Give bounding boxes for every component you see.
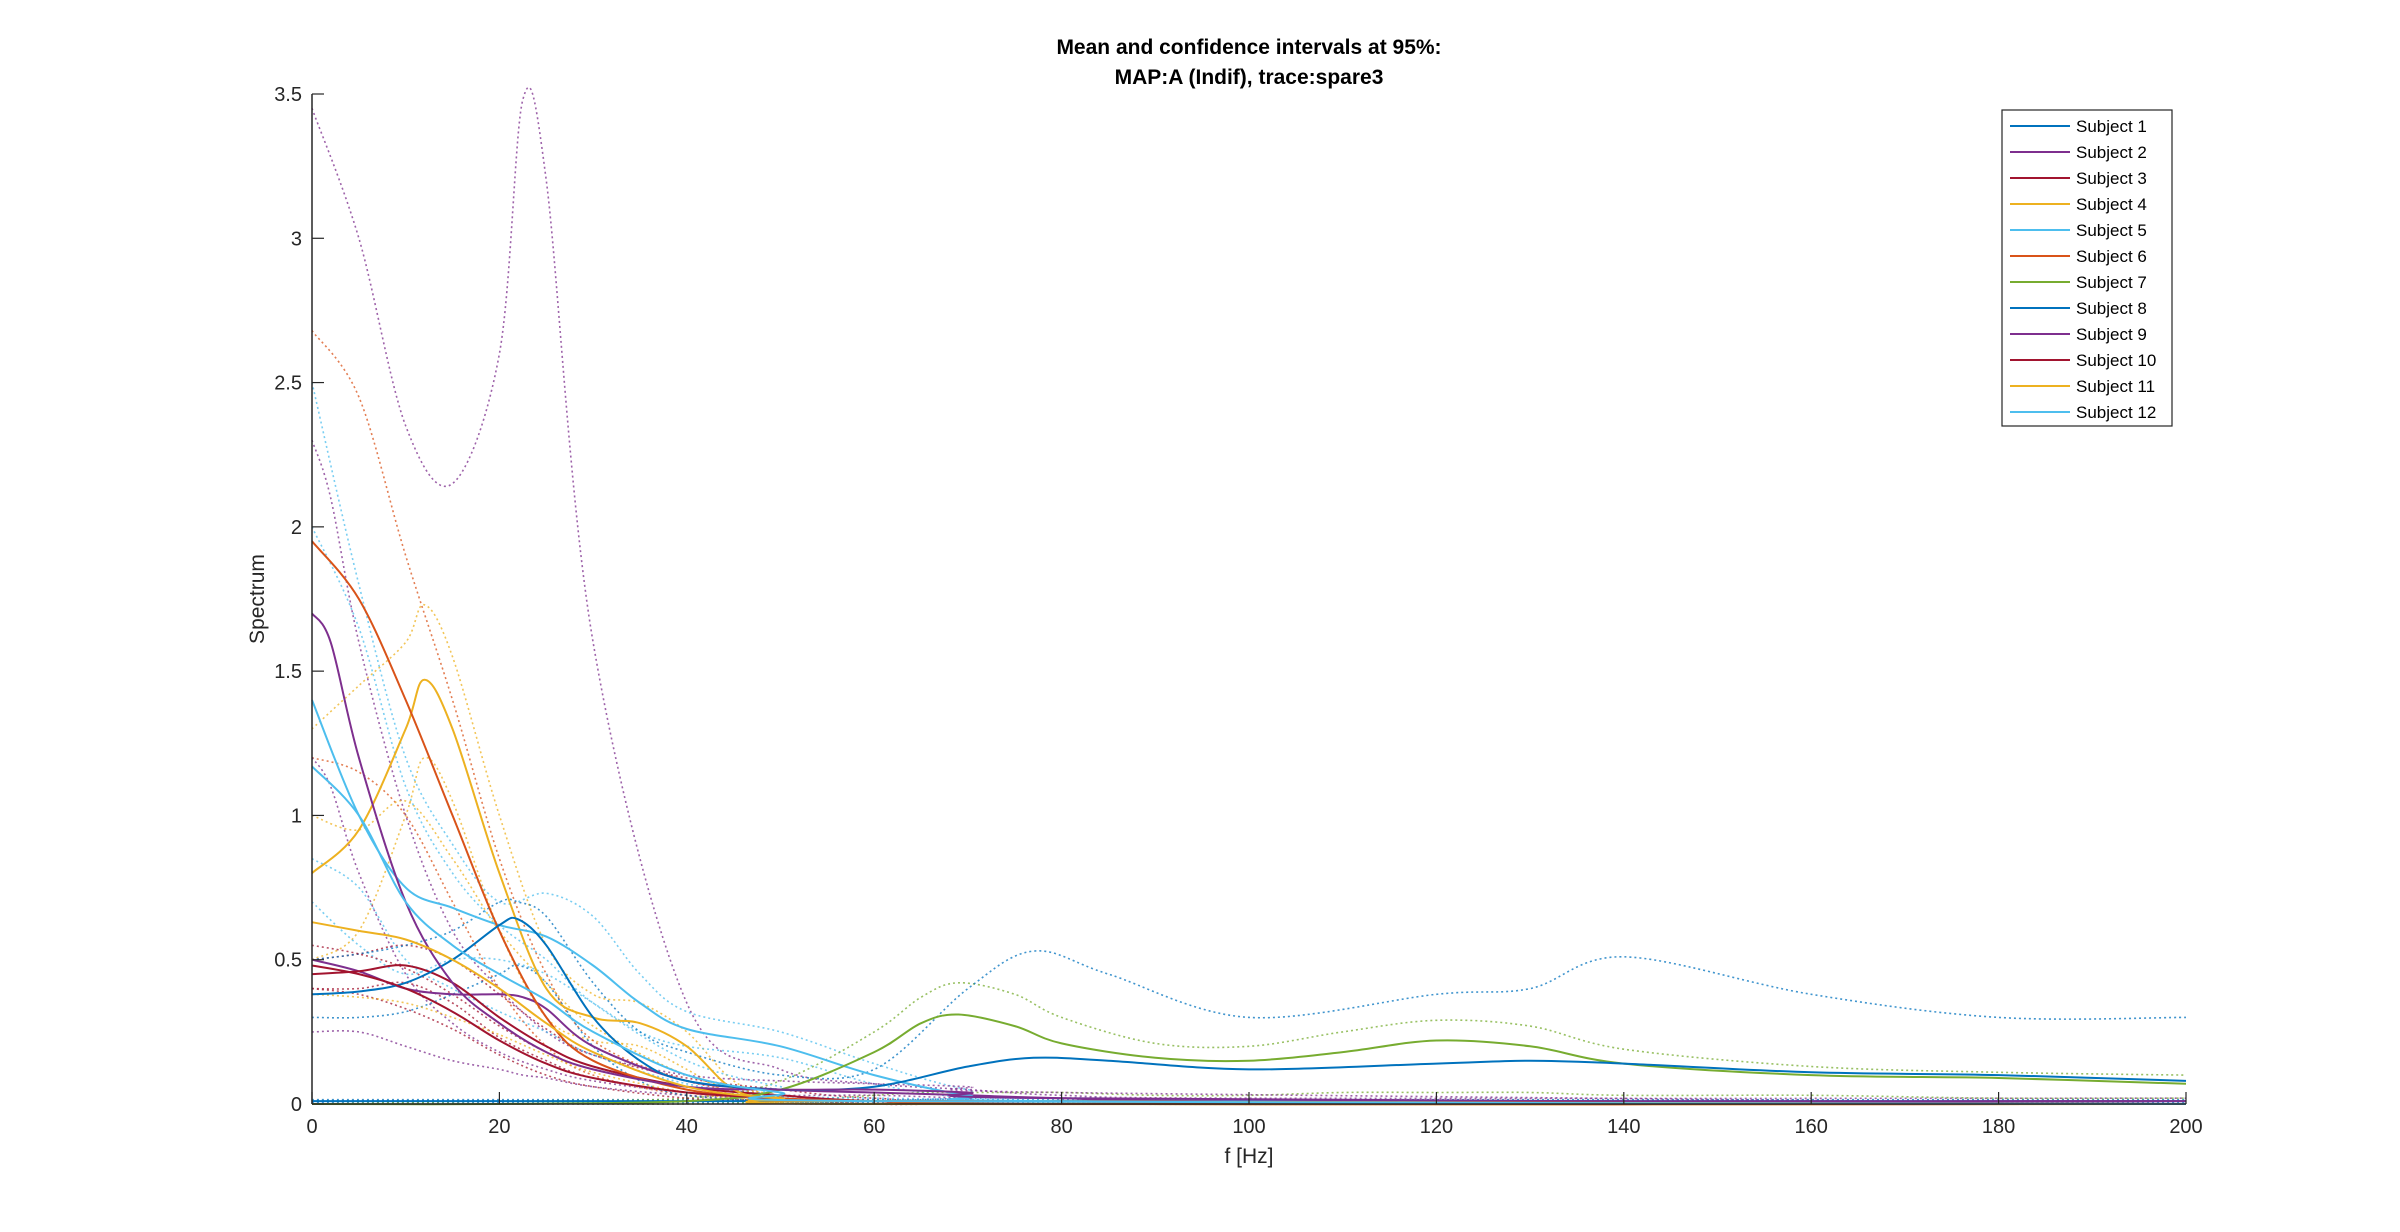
legend-item: Subject 4 — [2010, 195, 2147, 214]
legend-item: Subject 10 — [2010, 351, 2156, 370]
x-tick-label: 40 — [676, 1116, 698, 1138]
y-tick-label: 3.5 — [274, 84, 302, 106]
x-tick-label: 200 — [2169, 1116, 2202, 1138]
ci-lower-line-subject-12 — [311, 858, 2187, 1105]
mean-line-subject-7 — [311, 1013, 2187, 1106]
legend-item: Subject 12 — [2010, 403, 2156, 422]
y-tick-label: 2.5 — [274, 373, 302, 395]
legend-label: Subject 7 — [2076, 273, 2147, 292]
legend-label: Subject 9 — [2076, 325, 2147, 344]
y-tick-label: 0.5 — [274, 950, 302, 972]
legend: Subject 1 Subject 2 Subject 3 Subject 4 Subj… — [2001, 109, 2173, 427]
chart-title: Mean and confidence intervals at 95%: — [1056, 36, 1441, 59]
legend-label: Subject 12 — [2076, 403, 2156, 422]
x-tick-label: 20 — [488, 1116, 510, 1138]
legend-item: Subject 9 — [2010, 325, 2147, 344]
x-axis-label: f [Hz] — [1224, 1145, 1273, 1168]
legend-label: Subject 3 — [2076, 169, 2147, 188]
legend-item: Subject 11 — [2010, 377, 2155, 396]
x-tick-label: 100 — [1232, 1116, 1265, 1138]
mean-line-subject-12 — [311, 765, 2187, 1105]
legend-label: Subject 8 — [2076, 299, 2147, 318]
y-tick-label: 1.5 — [274, 661, 302, 683]
y-axis-label: Spectrum — [246, 554, 269, 644]
legend-label: Subject 4 — [2076, 195, 2147, 214]
y-ticks: 0 0.5 1 1.5 2 2.5 3 3.5 — [274, 84, 324, 1116]
legend-item: Subject 1 — [2010, 117, 2147, 136]
legend-label: Subject 2 — [2076, 143, 2147, 162]
ci-upper-line-subject-12 — [311, 526, 2187, 1105]
legend-item: Subject 6 — [2010, 247, 2147, 266]
x-tick-label: 140 — [1607, 1116, 1640, 1138]
legend-label: Subject 11 — [2076, 377, 2155, 396]
y-tick-label: 0 — [291, 1094, 302, 1116]
legend-box — [2001, 109, 2173, 427]
legend-item: Subject 7 — [2010, 273, 2147, 292]
plot-background — [312, 94, 2186, 1104]
legend-label: Subject 5 — [2076, 221, 2147, 240]
legend-item: Subject 5 — [2010, 221, 2147, 240]
x-tick-label: 80 — [1050, 1116, 1072, 1138]
legend-label: Subject 6 — [2076, 247, 2147, 266]
chart-subtitle: MAP:A (Indif), trace:spare3 — [1115, 66, 1384, 89]
legend-item: Subject 3 — [2010, 169, 2147, 188]
legend-label: Subject 1 — [2076, 117, 2147, 136]
x-tick-label: 60 — [863, 1116, 885, 1138]
y-tick-label: 2 — [291, 517, 302, 539]
x-tick-label: 180 — [1982, 1116, 2015, 1138]
legend-item: Subject 8 — [2010, 299, 2147, 318]
x-tick-label: 160 — [1795, 1116, 1828, 1138]
y-tick-label: 3 — [291, 228, 302, 250]
x-tick-label: 0 — [306, 1116, 317, 1138]
x-ticks: 0 20 40 60 80 100 120 140 160 180 200 — [306, 1092, 2203, 1138]
legend-item: Subject 2 — [2010, 143, 2147, 162]
ci-upper-line-subject-8 — [311, 898, 2187, 1080]
y-tick-label: 1 — [291, 805, 302, 827]
mean-line-subject-8 — [311, 916, 2187, 1092]
x-tick-label: 120 — [1420, 1116, 1453, 1138]
legend-label: Subject 10 — [2076, 351, 2156, 370]
